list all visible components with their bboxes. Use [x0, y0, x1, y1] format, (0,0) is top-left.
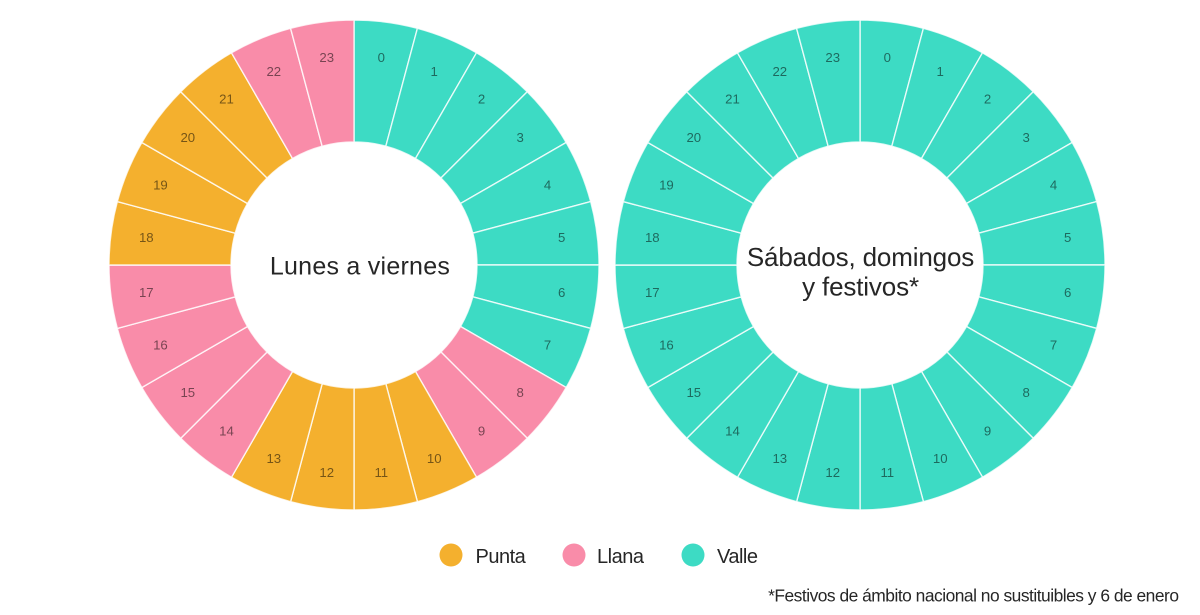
svg-text:8: 8: [517, 385, 524, 400]
svg-text:8: 8: [1023, 385, 1030, 400]
svg-text:2: 2: [478, 91, 485, 106]
svg-text:23: 23: [825, 50, 840, 65]
svg-text:3: 3: [1023, 130, 1030, 145]
svg-text:7: 7: [544, 338, 551, 353]
svg-text:Sábados, domingos: Sábados, domingos: [747, 242, 974, 272]
svg-text:5: 5: [1064, 230, 1071, 245]
svg-text:1: 1: [937, 64, 944, 79]
svg-text:2: 2: [984, 91, 991, 106]
svg-text:15: 15: [686, 385, 701, 400]
svg-text:0: 0: [884, 50, 891, 65]
svg-text:1: 1: [431, 64, 438, 79]
svg-text:0: 0: [378, 50, 385, 65]
svg-text:16: 16: [659, 338, 674, 353]
svg-text:14: 14: [725, 424, 740, 439]
svg-text:10: 10: [933, 451, 948, 466]
svg-text:11: 11: [374, 465, 388, 480]
svg-text:21: 21: [725, 91, 740, 106]
svg-text:Lunes a viernes: Lunes a viernes: [270, 253, 450, 281]
svg-text:15: 15: [180, 385, 195, 400]
svg-text:22: 22: [266, 64, 281, 79]
svg-text:Valle: Valle: [717, 546, 758, 568]
svg-text:17: 17: [139, 285, 154, 300]
svg-text:6: 6: [1064, 285, 1071, 300]
svg-text:12: 12: [825, 465, 840, 480]
svg-text:13: 13: [772, 451, 787, 466]
svg-text:18: 18: [139, 230, 154, 245]
svg-text:7: 7: [1050, 338, 1057, 353]
svg-text:16: 16: [153, 338, 168, 353]
svg-text:5: 5: [558, 230, 565, 245]
svg-text:y festivos*: y festivos*: [802, 271, 919, 301]
svg-text:9: 9: [478, 424, 485, 439]
svg-text:*Festivos de ámbito nacional n: *Festivos de ámbito nacional no sustitui…: [768, 585, 1178, 605]
svg-text:18: 18: [645, 230, 660, 245]
svg-text:19: 19: [153, 177, 168, 192]
svg-text:22: 22: [772, 64, 787, 79]
svg-text:20: 20: [686, 130, 701, 145]
svg-text:6: 6: [558, 285, 565, 300]
svg-text:4: 4: [1050, 177, 1057, 192]
svg-text:21: 21: [219, 91, 234, 106]
svg-text:Punta: Punta: [476, 546, 527, 568]
svg-text:17: 17: [645, 285, 660, 300]
svg-text:Llana: Llana: [597, 546, 645, 568]
svg-text:12: 12: [319, 465, 334, 480]
svg-text:19: 19: [659, 177, 674, 192]
svg-text:20: 20: [180, 130, 195, 145]
svg-text:10: 10: [427, 451, 442, 466]
svg-text:23: 23: [319, 50, 334, 65]
svg-text:3: 3: [517, 130, 524, 145]
svg-text:11: 11: [880, 465, 894, 480]
svg-text:9: 9: [984, 424, 991, 439]
svg-text:13: 13: [266, 451, 281, 466]
svg-text:14: 14: [219, 424, 234, 439]
svg-text:4: 4: [544, 177, 551, 192]
